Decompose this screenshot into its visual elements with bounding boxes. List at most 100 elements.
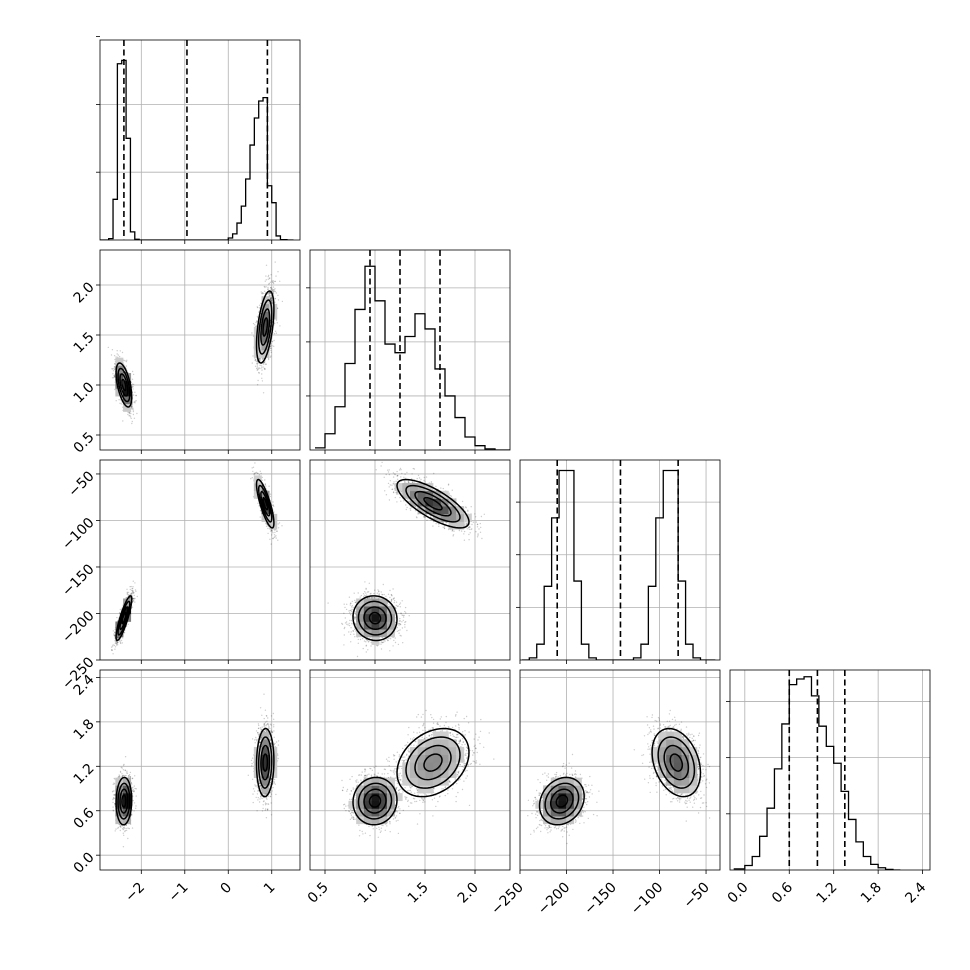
sample-point [130,406,133,409]
sample-point [258,311,260,313]
sample-point [127,591,130,594]
sample-point [114,388,116,391]
sample-point [275,292,277,294]
density-cell [123,396,132,405]
sample-point [257,306,259,309]
panel-plot-area [100,40,300,240]
sample-point [261,380,264,382]
sample-point [114,646,117,648]
sample-point [114,375,116,377]
sample-point [258,371,260,374]
sample-point [130,592,133,595]
density-cells [115,296,278,412]
sample-point [265,279,267,281]
sample-point [273,339,275,342]
sample-point [114,363,116,365]
y-tick-label-1-0: 0.5 [71,429,98,456]
panel-plot-area [100,250,300,450]
sample-point [251,362,253,364]
sample-point [110,354,113,356]
panel-plot-area [310,250,510,450]
sample-point [126,591,128,593]
sample-point [270,349,272,352]
sample-point [132,373,135,376]
sample-point [267,274,270,277]
sample-point [256,363,258,365]
sample-point [133,401,135,403]
sample-point [272,280,274,282]
sample-point [115,400,117,402]
sample-point [133,594,135,597]
sample-point [113,368,116,371]
sample-point [256,315,259,318]
sample-point [258,304,261,306]
sample-point [116,350,118,352]
sample-point [263,290,266,292]
sample-point [267,288,269,290]
sample-point [267,358,270,361]
sample-point [129,586,131,588]
sample-point [263,361,266,364]
sample-point [131,383,134,385]
sample-point [271,302,273,304]
sample-point [127,594,129,596]
contour-1-2 [257,299,273,355]
sample-point [119,642,122,644]
sample-point [134,400,136,403]
sample-point [274,290,276,293]
sample-point [264,280,266,282]
sample-point [115,356,117,358]
y-tick-label-1-2: 1.5 [71,329,98,356]
sample-point [122,420,124,422]
sample-point [132,409,134,411]
sample-point [265,363,267,365]
sample-point [119,350,121,352]
sample-point [111,368,114,370]
sample-point [259,359,261,362]
density-cell [261,311,270,320]
sample-point [116,641,118,643]
sample-point [129,588,131,591]
density-cell [261,334,270,343]
sample-point [131,593,133,595]
sample-point [131,406,133,408]
sample-point [135,590,137,592]
sample-point [134,391,136,393]
sample-point [260,291,262,293]
sample-point [120,403,122,405]
sample-point [116,643,118,645]
sample-point [277,294,279,297]
sample-point [113,366,116,368]
sample-point [131,420,133,423]
sample-point [111,349,114,351]
sample-point [134,582,136,584]
sample-point [117,354,120,356]
sample-point [257,362,259,364]
sample-point [267,278,269,280]
sample-point [114,358,116,361]
sample-point [269,298,271,300]
sample-point [118,611,121,614]
sample-point [260,367,263,369]
sample-point [272,289,274,291]
panel-1-0: 0.51.01.52.0 [71,249,301,456]
sample-point [125,597,127,599]
sample-point [131,589,133,592]
sample-point [269,296,272,299]
sample-point [268,292,270,294]
sample-point [274,298,277,300]
sample-point [272,286,275,288]
sample-point [113,368,115,370]
panel-0-0 [96,36,301,244]
sample-point [114,640,116,642]
sample-point [270,351,272,354]
sample-point [113,375,115,378]
sample-point [114,632,116,634]
sample-point [257,379,259,382]
sample-point [256,320,258,323]
sample-point [256,384,259,386]
sample-point [270,298,272,300]
sample-point [111,645,114,647]
sample-point [113,634,115,637]
sample-point [128,412,130,414]
